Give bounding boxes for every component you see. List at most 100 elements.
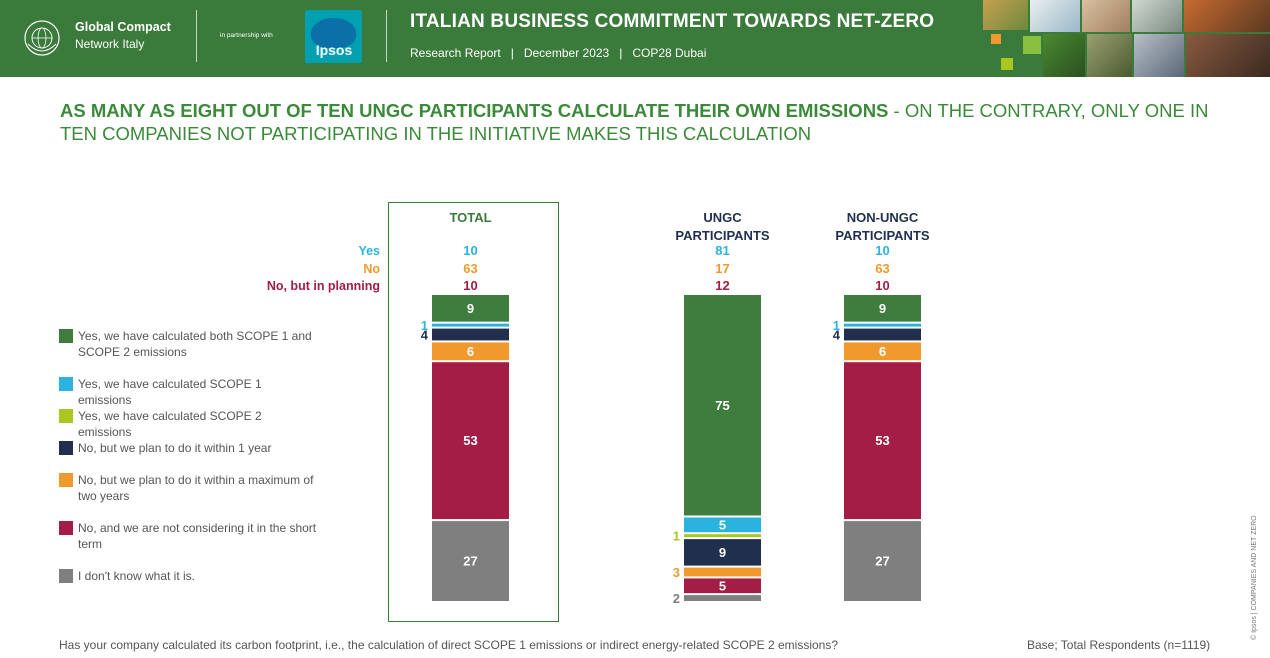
header-divider (196, 10, 197, 62)
segment-label: 6 (467, 344, 474, 359)
summary-row-label: No (363, 262, 380, 276)
photo-field-icon (983, 0, 1028, 30)
legend-swatch (59, 329, 73, 343)
legend-label: Yes, we have calculated SCOPE 1 emission… (78, 377, 262, 407)
category-header: NON-UNGC (847, 210, 919, 225)
summary-value: 81 (715, 243, 729, 258)
segment-label-outside: 1 (421, 318, 428, 333)
bar-segment (844, 323, 921, 327)
bar-segment (844, 342, 921, 361)
segment-label-outside: 1 (673, 529, 680, 544)
bar-segment (684, 578, 761, 594)
org-name-line1: Global Compact (75, 20, 171, 34)
segment-label: 5 (719, 517, 726, 532)
summary-value: 12 (715, 278, 729, 293)
segment-label: 9 (719, 545, 726, 560)
photo-farmer-icon (1087, 34, 1132, 77)
bar-segment (684, 517, 761, 533)
category-header: TOTAL (449, 210, 491, 225)
report-subtitle: Research Report | December 2023 | COP28 … (410, 46, 707, 60)
photo-people-icon (1082, 0, 1130, 32)
headline-regular: - ON THE CONTRARY, ONLY ONE IN TEN COMPA… (60, 100, 1209, 144)
bar-segment (844, 521, 921, 601)
segment-label: 6 (879, 344, 886, 359)
legend-item: No, and we are not considering it in the… (59, 520, 318, 552)
bar-segment (432, 328, 509, 341)
legend-swatch (59, 441, 73, 455)
segment-label: 27 (875, 554, 889, 569)
segment-label-outside: 4 (421, 328, 429, 343)
legend-swatch (59, 409, 73, 423)
legend-label: Yes, we have calculated both SCOPE 1 and… (78, 329, 312, 359)
segment-label: 53 (463, 433, 477, 448)
report-title: ITALIAN BUSINESS COMMITMENT TOWARDS NET-… (410, 11, 935, 32)
slide-headline: AS MANY AS EIGHT OUT OF TEN UNGC PARTICI… (60, 99, 1230, 145)
legend-label: Yes, we have calculated SCOPE 2 emission… (78, 409, 262, 439)
decor-square (1023, 36, 1041, 54)
summary-value: 10 (875, 278, 889, 293)
legend-label: No, and we are not considering it in the… (78, 521, 317, 551)
ipsos-face-icon (311, 18, 356, 48)
bar-segment (432, 521, 509, 601)
bar-segment (432, 362, 509, 520)
summary-value: 63 (463, 261, 477, 276)
photo-collage (975, 0, 1270, 77)
segment-label-outside: 4 (833, 328, 841, 343)
category-header: PARTICIPANTS (675, 228, 769, 243)
photo-wind-turbines-icon (1030, 0, 1080, 32)
legend-label: No, but we plan to do it within a maximu… (78, 473, 314, 503)
legend-swatch (59, 377, 73, 391)
photo-office-icon (1132, 0, 1182, 32)
bar-segment (684, 295, 761, 516)
category-header: UNGC (703, 210, 742, 225)
bar-segment (684, 539, 761, 566)
photo-worker-icon (1184, 0, 1270, 32)
survey-question: Has your company calculated its carbon f… (59, 638, 839, 652)
legend-item: No, but we plan to do it within 1 year (59, 440, 318, 456)
summary-value: 10 (463, 278, 477, 293)
legend-item: Yes, we have calculated SCOPE 2 emission… (59, 408, 318, 440)
legend-label: I don't know what it is. (78, 569, 196, 583)
segment-label: 9 (467, 301, 474, 316)
segment-label: 9 (879, 301, 886, 316)
photo-engineer-icon (1186, 34, 1270, 77)
legend-item: I don't know what it is. (59, 568, 318, 584)
un-global-compact-logo-icon (24, 20, 60, 56)
ipsos-logo-text: Ipsos (315, 42, 353, 58)
decor-square (991, 34, 1001, 44)
legend-item: Yes, we have calculated SCOPE 1 emission… (59, 376, 318, 408)
segment-label: 5 (719, 578, 726, 593)
segment-label: 75 (715, 398, 729, 413)
summary-value: 10 (875, 243, 889, 258)
legend-label: No, but we plan to do it within 1 year (78, 441, 272, 455)
summary-value: 17 (715, 261, 729, 276)
org-name-line2: Network Italy (75, 37, 145, 51)
bar-segment (844, 295, 921, 322)
legend-item: Yes, we have calculated both SCOPE 1 and… (59, 328, 318, 360)
legend-item: No, but we plan to do it within a maximu… (59, 472, 318, 504)
bar-segment (432, 295, 509, 322)
bar-segment (432, 323, 509, 327)
legend-swatch (59, 569, 73, 583)
segment-label: 27 (463, 554, 477, 569)
bar-segment (432, 342, 509, 361)
side-copyright: © Ipsos | COMPANIES AND NET ZERO (1251, 515, 1258, 640)
summary-value: 10 (463, 243, 477, 258)
total-column-frame (388, 202, 559, 622)
legend-swatch (59, 473, 73, 487)
legend-swatch (59, 521, 73, 535)
partnership-text: in partnership with (220, 32, 273, 39)
photo-industry-icon (1134, 34, 1184, 77)
photo-forest-icon (1043, 34, 1085, 77)
header-divider (386, 10, 387, 62)
summary-row-label: Yes (358, 244, 380, 258)
bar-segment (684, 567, 761, 577)
segment-label-outside: 3 (673, 565, 680, 580)
category-header: PARTICIPANTS (835, 228, 929, 243)
headline-bold: AS MANY AS EIGHT OUT OF TEN UNGC PARTICI… (60, 100, 889, 121)
segment-label-outside: 2 (673, 591, 680, 606)
segment-label-outside: 1 (833, 318, 840, 333)
report-header: Global Compact Network Italy in partners… (0, 0, 1270, 77)
